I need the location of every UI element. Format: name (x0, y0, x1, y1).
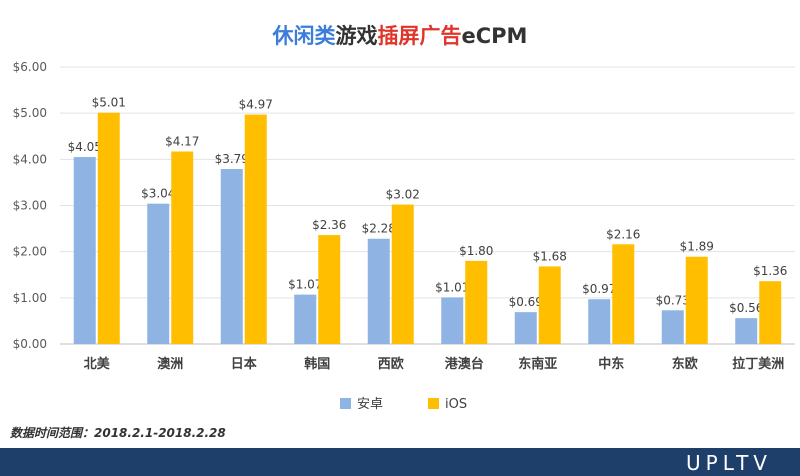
bar-ios (97, 112, 120, 344)
legend-swatch (340, 398, 351, 409)
bar-android (147, 203, 170, 344)
data-label: $0.69 (509, 295, 543, 309)
title-part-3: 插屏广告 (377, 24, 462, 48)
bar-android (73, 157, 96, 344)
x-tick-label: 韩国 (304, 356, 330, 372)
data-label: $0.97 (582, 282, 616, 296)
chart-title: 休闲类游戏插屏广告eCPM (0, 20, 800, 50)
data-label: $3.02 (386, 188, 420, 202)
bar-android (441, 297, 464, 344)
bar-ios (391, 204, 414, 344)
title-part-4: eCPM (461, 24, 528, 48)
legend-swatch (428, 398, 439, 409)
footer-bar (0, 448, 800, 476)
data-label: $1.01 (435, 280, 469, 294)
bar-android (367, 238, 390, 344)
x-tick-label: 东南亚 (518, 356, 557, 372)
bar-ios (465, 260, 488, 344)
y-tick-label: $3.00 (13, 199, 47, 213)
x-tick-label: 澳洲 (157, 356, 183, 372)
y-tick-label: $2.00 (13, 245, 47, 259)
y-tick-label: $6.00 (13, 60, 47, 74)
x-tick-label: 拉丁美洲 (732, 356, 784, 372)
bar-android (735, 318, 758, 344)
bar-android (588, 299, 611, 344)
data-label: $1.89 (680, 240, 714, 254)
legend-label: iOS (445, 397, 467, 412)
bar-android (220, 169, 243, 344)
y-tick-label: $0.00 (13, 337, 47, 351)
bar-ios (538, 266, 561, 344)
legend-label: 安卓 (357, 397, 383, 412)
title-part-2: 游戏 (335, 24, 378, 48)
bar-android (294, 294, 317, 344)
data-label: $0.56 (729, 301, 763, 315)
bar-ios (685, 256, 708, 344)
date-range-note: 数据时间范围：2018.2.1-2018.2.28 (10, 426, 226, 440)
data-label: $1.36 (753, 264, 787, 278)
x-tick-label: 日本 (231, 356, 257, 372)
x-tick-label: 港澳台 (445, 356, 484, 372)
bar-android (514, 312, 537, 344)
bar-ios (244, 114, 267, 344)
data-label: $4.05 (68, 140, 102, 154)
data-label: $4.97 (239, 98, 273, 112)
bar-ios (171, 151, 194, 344)
brand-logo: UPLTV (686, 451, 772, 475)
bar-android (661, 310, 684, 344)
data-label: $3.79 (215, 152, 249, 166)
bar-ios (759, 281, 782, 344)
y-tick-label: $4.00 (13, 152, 47, 166)
x-tick-label: 北美 (84, 356, 111, 372)
data-label: $2.16 (606, 227, 640, 241)
data-label: $1.68 (533, 249, 567, 263)
title-part-1: 休闲类 (272, 24, 336, 48)
bar-chart: $0.00 $1.00 $2.00 $3.00 $4.00 $5.00 $6.00 $4.05… (13, 60, 795, 412)
x-tick-label: 西欧 (378, 356, 404, 372)
y-tick-label: $1.00 (13, 291, 47, 305)
data-label: $5.01 (92, 96, 126, 110)
data-label: $1.80 (459, 244, 493, 258)
x-tick-label: 中东 (598, 356, 624, 372)
data-label: $1.07 (288, 278, 322, 292)
y-tick-label: $5.00 (13, 106, 47, 120)
data-label: $2.28 (362, 222, 396, 236)
x-tick-label: 东欧 (672, 356, 698, 372)
bar-ios (612, 244, 635, 344)
data-label: $0.73 (656, 293, 690, 307)
data-label: $4.17 (165, 134, 199, 148)
data-label: $3.04 (141, 187, 175, 201)
bar-ios (318, 235, 341, 344)
data-label: $2.36 (312, 218, 346, 232)
